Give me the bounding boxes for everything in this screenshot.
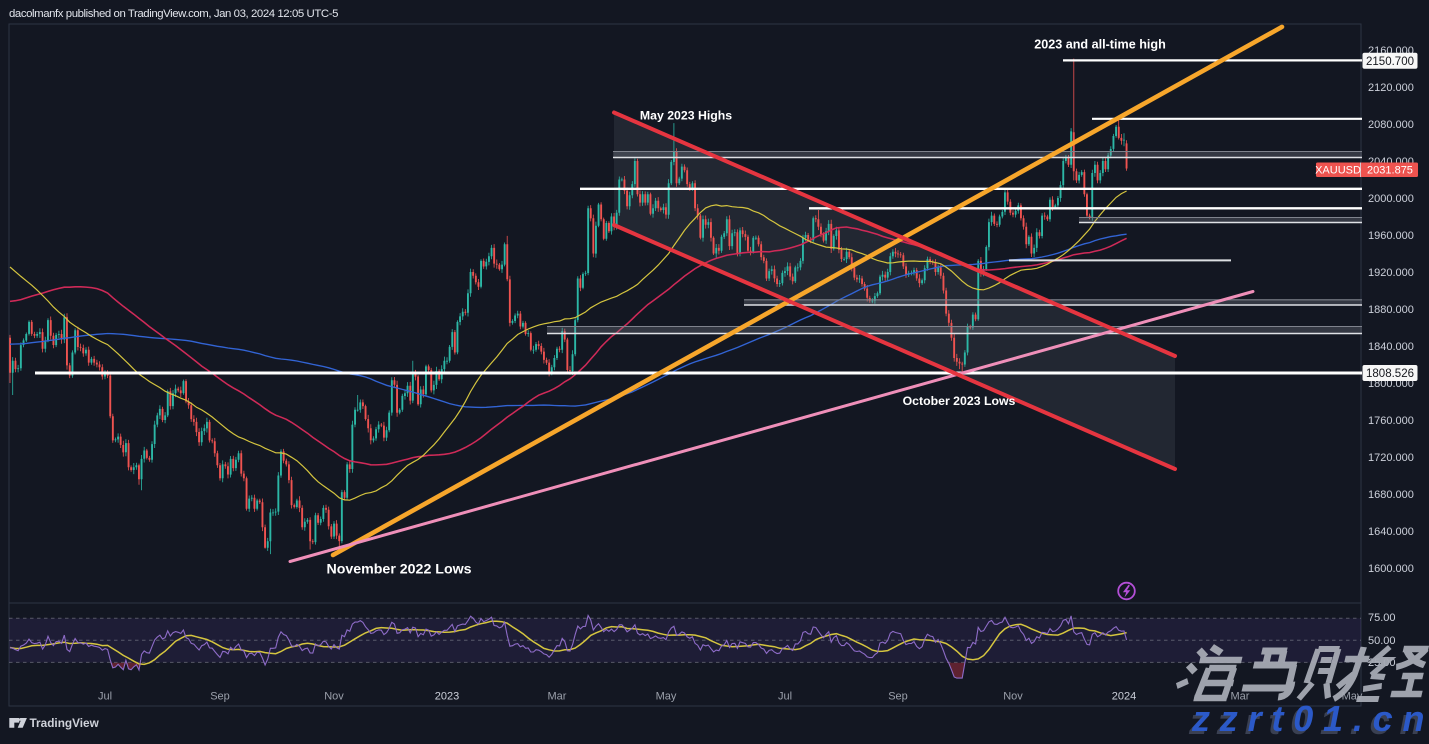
svg-text:2031.875: 2031.875 <box>1367 165 1413 177</box>
svg-text:zzrt01.cn: zzrt01.cn <box>1188 701 1429 739</box>
svg-text:zzrt01.cn: zzrt01.cn <box>1191 698 1429 739</box>
svg-text:2000.000: 2000.000 <box>1368 193 1414 205</box>
svg-text:Jul: Jul <box>98 691 112 703</box>
svg-text:1808.526: 1808.526 <box>1366 368 1414 380</box>
svg-text:1640.000: 1640.000 <box>1368 526 1414 538</box>
svg-text:Nov: Nov <box>1003 691 1023 703</box>
svg-text:1760.000: 1760.000 <box>1368 415 1414 427</box>
svg-text:2080.000: 2080.000 <box>1368 119 1414 131</box>
svg-text:November 2022 Lows: November 2022 Lows <box>326 562 471 578</box>
svg-text:1600.000: 1600.000 <box>1368 563 1414 575</box>
svg-text:October 2023 Lows: October 2023 Lows <box>903 394 1016 408</box>
svg-text:Mar: Mar <box>1231 691 1250 703</box>
svg-text:1960.000: 1960.000 <box>1368 230 1414 242</box>
svg-text:Nov: Nov <box>324 691 344 703</box>
svg-text:2023 and all-time high: 2023 and all-time high <box>1034 38 1166 52</box>
svg-text:May: May <box>656 691 677 703</box>
svg-text:Jul: Jul <box>778 691 792 703</box>
svg-text:1880.000: 1880.000 <box>1368 304 1414 316</box>
svg-text:1840.000: 1840.000 <box>1368 341 1414 353</box>
svg-text:Sep: Sep <box>210 691 230 703</box>
svg-text:May 2023 Highs: May 2023 Highs <box>640 109 732 123</box>
svg-text:2024: 2024 <box>1112 691 1136 703</box>
svg-text:dacolmanfx published on Tradin: dacolmanfx published on TradingView.com,… <box>9 8 338 20</box>
svg-text:2120.000: 2120.000 <box>1368 82 1414 94</box>
svg-text:75.00: 75.00 <box>1368 612 1396 624</box>
svg-text:50.00: 50.00 <box>1368 635 1396 647</box>
svg-text:Mar: Mar <box>548 691 567 703</box>
svg-text:2023: 2023 <box>435 691 459 703</box>
svg-text:2150.700: 2150.700 <box>1366 56 1414 68</box>
svg-text:1720.000: 1720.000 <box>1368 452 1414 464</box>
svg-text:XAUUSD: XAUUSD <box>1315 165 1361 177</box>
svg-text:TradingView: TradingView <box>30 716 100 730</box>
svg-text:1920.000: 1920.000 <box>1368 267 1414 279</box>
svg-text:Sep: Sep <box>888 691 908 703</box>
svg-text:1680.000: 1680.000 <box>1368 489 1414 501</box>
